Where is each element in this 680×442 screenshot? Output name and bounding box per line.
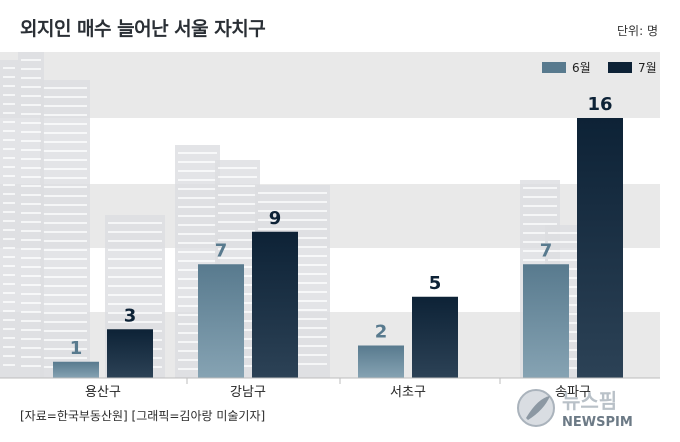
data-label-7월-강남구: 9 [269, 208, 282, 229]
building-shape [18, 52, 44, 378]
bar-7월-강남구 [252, 231, 298, 378]
category-ticks: 용산구 강남구 서초구 송파구 [85, 378, 591, 400]
watermark-logo-sub: NEWSPIM [562, 415, 633, 430]
bars [53, 118, 623, 378]
legend-label-2: 7월 [638, 61, 657, 75]
bar-7월-송파구 [577, 118, 623, 378]
data-label-6월-서초구: 2 [375, 322, 388, 343]
building-shape [0, 60, 18, 378]
legend: 6월 7월 [542, 61, 657, 75]
data-label-6월-용산구: 1 [70, 338, 83, 359]
legend-swatch-1 [542, 62, 566, 73]
data-label-7월-서초구: 5 [429, 273, 442, 294]
data-label-6월-강남구: 7 [215, 240, 228, 261]
unit-label: 단위: 명 [617, 24, 658, 38]
data-label-7월-용산구: 3 [124, 305, 137, 326]
data-labels: 1 3 7 9 2 5 7 16 [70, 94, 613, 359]
bar-6월-서초구 [358, 345, 404, 378]
newspim-watermark: 뉴스핌 NEWSPIM [514, 384, 664, 434]
watermark-logo-text: 뉴스핌 [562, 389, 617, 413]
category-label-송파구: 송파구 [555, 385, 591, 400]
data-label-6월-송파구: 7 [540, 240, 553, 261]
category-label-강남구: 강남구 [230, 385, 266, 400]
bar-6월-용산구 [53, 361, 99, 378]
category-label-서초구: 서초구 [390, 385, 426, 400]
category-label-용산구: 용산구 [85, 385, 121, 400]
grid-band [0, 52, 660, 118]
building-shape [40, 80, 90, 378]
feather-icon [526, 396, 550, 420]
chart-title: 외지인 매수 늘어난 서울 자치구 [20, 18, 266, 40]
legend-label-1: 6월 [572, 61, 591, 75]
bar-7월-용산구 [107, 329, 153, 378]
data-label-7월-송파구: 16 [587, 94, 612, 115]
bar-6월-송파구 [523, 264, 569, 378]
source-note: [자료=한국부동산원] [그래픽=김아랑 미술기자] [20, 409, 266, 423]
bar-7월-서초구 [412, 296, 458, 378]
bar-6월-강남구 [198, 264, 244, 378]
legend-swatch-2 [608, 62, 632, 73]
